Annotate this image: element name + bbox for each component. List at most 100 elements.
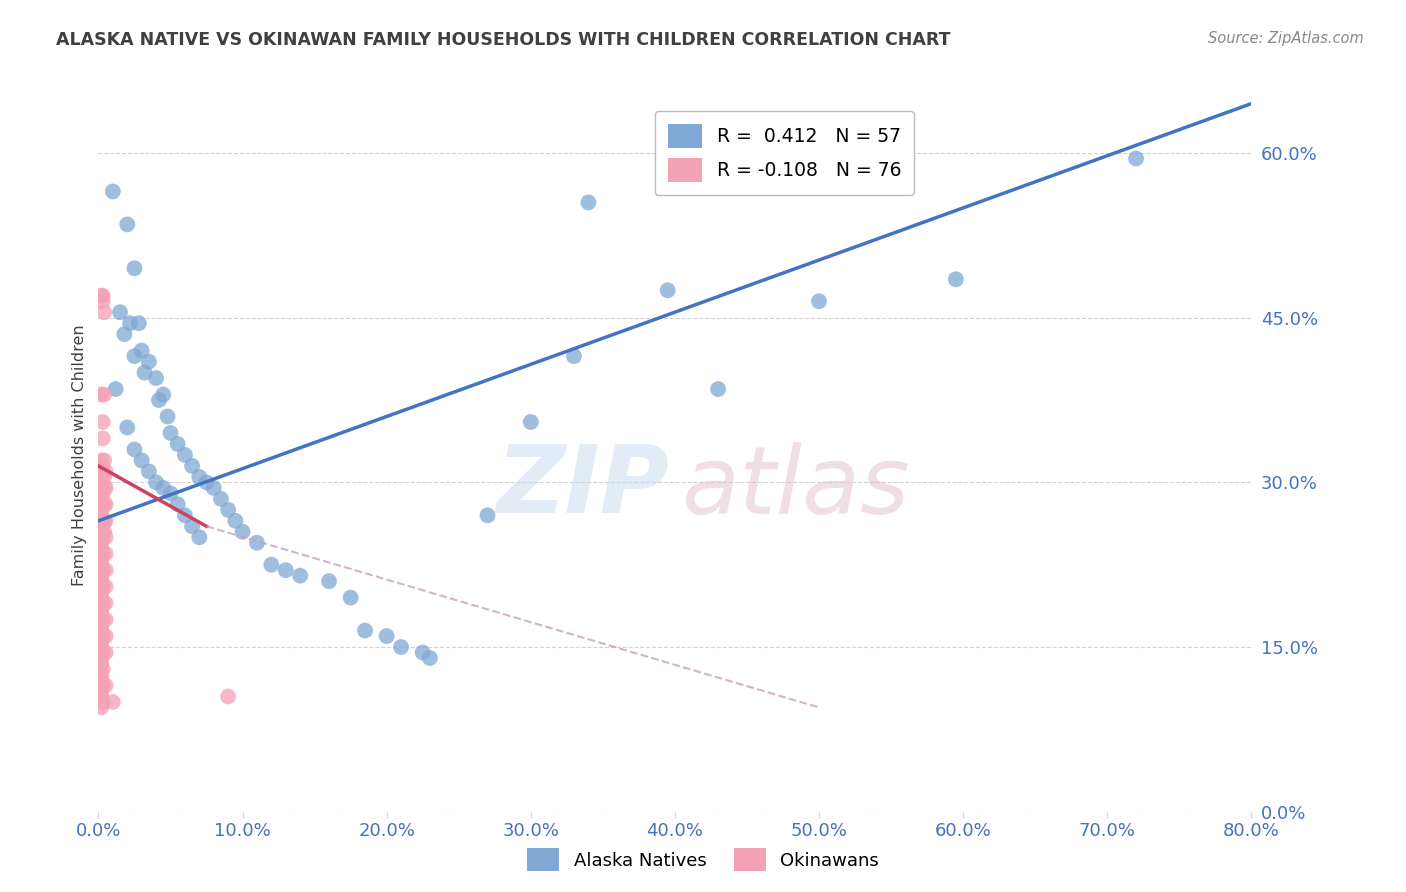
Point [166, 437, 188, 451]
Point [195, 475, 218, 490]
Point [159, 486, 181, 500]
Point [148, 392, 170, 407]
Point [94, 497, 117, 511]
Point [93, 305, 115, 319]
Point [318, 574, 340, 589]
Point [90, 700, 112, 714]
Point [90, 508, 112, 523]
Point [91, 486, 114, 500]
Point [91, 646, 114, 660]
Point [375, 629, 398, 643]
Point [260, 558, 283, 572]
Point [94, 613, 117, 627]
Point [188, 530, 211, 544]
Point [94, 678, 117, 692]
Point [112, 327, 135, 342]
Point [104, 382, 127, 396]
Point [108, 305, 131, 319]
Point [90, 601, 112, 615]
Point [90, 657, 112, 671]
Point [217, 503, 239, 517]
Point [354, 624, 377, 638]
Point [90, 673, 112, 687]
Point [224, 514, 246, 528]
Point [91, 629, 114, 643]
Point [181, 519, 204, 533]
Point [90, 591, 112, 605]
Point [124, 349, 146, 363]
Point [93, 470, 115, 484]
Point [90, 684, 112, 698]
Point [90, 558, 112, 572]
Point [945, 272, 967, 286]
Point [91, 695, 114, 709]
Point [91, 530, 114, 544]
Point [1125, 152, 1147, 166]
Point [90, 552, 112, 566]
Point [91, 596, 114, 610]
Point [91, 294, 114, 309]
Point [90, 624, 112, 638]
Point [231, 524, 254, 539]
Point [91, 678, 114, 692]
Point [91, 289, 114, 303]
Point [90, 481, 112, 495]
Text: ALASKA NATIVE VS OKINAWAN FAMILY HOUSEHOLDS WITH CHILDREN CORRELATION CHART: ALASKA NATIVE VS OKINAWAN FAMILY HOUSEHO… [56, 31, 950, 49]
Point [90, 541, 112, 556]
Point [93, 524, 115, 539]
Point [90, 568, 112, 582]
Point [94, 646, 117, 660]
Point [117, 218, 139, 232]
Text: Source: ZipAtlas.com: Source: ZipAtlas.com [1208, 31, 1364, 46]
Legend: R =  0.412   N = 57, R = -0.108   N = 76: R = 0.412 N = 57, R = -0.108 N = 76 [655, 112, 914, 194]
Point [101, 185, 124, 199]
Point [90, 475, 112, 490]
Point [90, 289, 112, 303]
Point [90, 640, 112, 654]
Point [90, 574, 112, 589]
Point [120, 316, 142, 330]
Point [156, 409, 179, 424]
Point [90, 387, 112, 401]
Point [152, 387, 174, 401]
Point [93, 497, 115, 511]
Point [188, 470, 211, 484]
Point [90, 503, 112, 517]
Point [174, 508, 197, 523]
Point [91, 662, 114, 676]
Text: ZIP: ZIP [496, 441, 669, 533]
Point [134, 366, 156, 380]
Point [91, 497, 114, 511]
Point [174, 448, 197, 462]
Point [181, 458, 204, 473]
Point [90, 690, 112, 704]
Point [94, 481, 117, 495]
Point [90, 651, 112, 665]
Point [124, 261, 146, 276]
Point [91, 580, 114, 594]
Text: atlas: atlas [681, 442, 908, 533]
Point [657, 283, 679, 297]
Point [159, 425, 181, 440]
Point [94, 580, 117, 594]
Point [90, 585, 112, 599]
Y-axis label: Family Households with Children: Family Households with Children [72, 324, 87, 586]
Point [246, 535, 269, 549]
Point [145, 371, 167, 385]
Point [94, 547, 117, 561]
Point [94, 596, 117, 610]
Point [562, 349, 585, 363]
Point [339, 591, 361, 605]
Point [94, 514, 117, 528]
Point [93, 387, 115, 401]
Point [166, 497, 188, 511]
Point [91, 613, 114, 627]
Point [131, 343, 153, 358]
Point [209, 491, 232, 506]
Point [124, 442, 146, 457]
Point [94, 629, 117, 643]
Point [90, 618, 112, 632]
Point [93, 481, 115, 495]
Point [90, 453, 112, 467]
Point [101, 695, 124, 709]
